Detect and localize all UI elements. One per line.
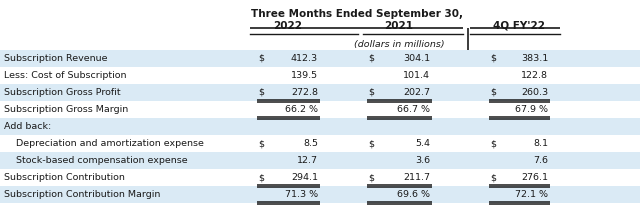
Text: $: $ <box>258 54 264 63</box>
Text: $: $ <box>258 173 264 182</box>
Text: 101.4: 101.4 <box>403 71 430 80</box>
Text: 304.1: 304.1 <box>403 54 430 63</box>
Bar <box>0 50 640 67</box>
Bar <box>0 84 640 101</box>
Text: 2021: 2021 <box>385 21 413 31</box>
Text: 3.6: 3.6 <box>415 156 430 165</box>
Text: $: $ <box>258 88 264 97</box>
Text: Less: Cost of Subscription: Less: Cost of Subscription <box>4 71 127 80</box>
Text: 66.7 %: 66.7 % <box>397 105 430 114</box>
Text: Add back:: Add back: <box>4 122 51 131</box>
Text: 122.8: 122.8 <box>521 71 548 80</box>
Text: $: $ <box>490 88 496 97</box>
Text: Subscription Contribution: Subscription Contribution <box>4 173 125 182</box>
Text: Subscription Revenue: Subscription Revenue <box>4 54 108 63</box>
Text: 8.5: 8.5 <box>303 139 318 148</box>
Bar <box>0 67 640 84</box>
Text: Subscription Gross Profit: Subscription Gross Profit <box>4 88 120 97</box>
Text: $: $ <box>490 54 496 63</box>
Text: 2022: 2022 <box>273 21 303 31</box>
Text: 294.1: 294.1 <box>291 173 318 182</box>
Text: Subscription Contribution Margin: Subscription Contribution Margin <box>4 190 161 199</box>
Text: 72.1 %: 72.1 % <box>515 190 548 199</box>
Text: $: $ <box>368 139 374 148</box>
Bar <box>0 152 640 169</box>
Text: Three Months Ended September 30,: Three Months Ended September 30, <box>251 9 463 19</box>
Text: 5.4: 5.4 <box>415 139 430 148</box>
Bar <box>0 101 640 118</box>
Text: 4Q FY'22: 4Q FY'22 <box>493 21 545 31</box>
Text: Stock-based compensation expense: Stock-based compensation expense <box>16 156 188 165</box>
Text: 67.9 %: 67.9 % <box>515 105 548 114</box>
Text: 69.6 %: 69.6 % <box>397 190 430 199</box>
Text: 139.5: 139.5 <box>291 71 318 80</box>
Bar <box>0 169 640 186</box>
Text: 260.3: 260.3 <box>521 88 548 97</box>
Text: 272.8: 272.8 <box>291 88 318 97</box>
Text: Depreciation and amortization expense: Depreciation and amortization expense <box>16 139 204 148</box>
Text: 71.3 %: 71.3 % <box>285 190 318 199</box>
Text: 12.7: 12.7 <box>297 156 318 165</box>
Bar <box>0 118 640 135</box>
Text: $: $ <box>490 173 496 182</box>
Text: 202.7: 202.7 <box>403 88 430 97</box>
Text: 7.6: 7.6 <box>533 156 548 165</box>
Bar <box>0 186 640 203</box>
Text: 383.1: 383.1 <box>521 54 548 63</box>
Text: (dollars in millions): (dollars in millions) <box>354 40 444 49</box>
Text: $: $ <box>368 88 374 97</box>
Text: 412.3: 412.3 <box>291 54 318 63</box>
Bar <box>0 135 640 152</box>
Text: 66.2 %: 66.2 % <box>285 105 318 114</box>
Text: $: $ <box>368 54 374 63</box>
Text: 276.1: 276.1 <box>521 173 548 182</box>
Text: $: $ <box>258 139 264 148</box>
Text: 8.1: 8.1 <box>533 139 548 148</box>
Text: $: $ <box>368 173 374 182</box>
Text: $: $ <box>490 139 496 148</box>
Text: Subscription Gross Margin: Subscription Gross Margin <box>4 105 128 114</box>
Text: 211.7: 211.7 <box>403 173 430 182</box>
